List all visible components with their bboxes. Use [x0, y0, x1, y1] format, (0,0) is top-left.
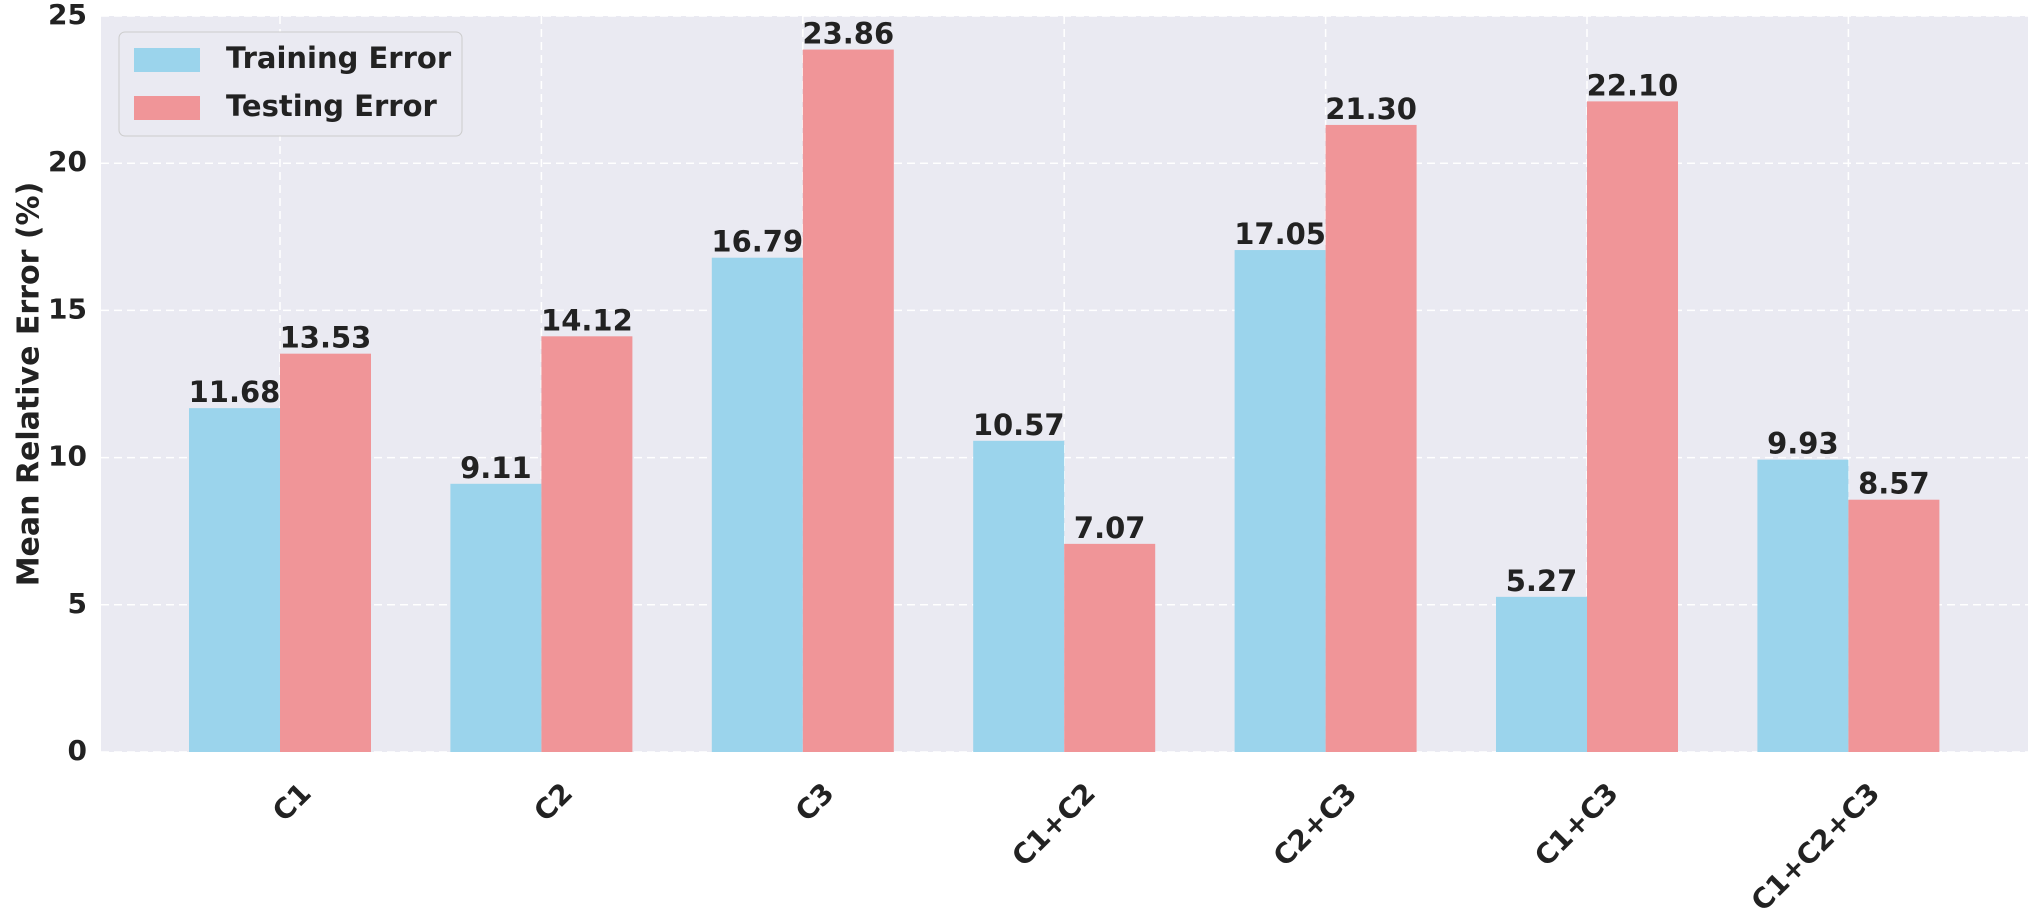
- y-tick-label: 0: [68, 734, 87, 767]
- value-label: 23.86: [802, 17, 894, 51]
- y-tick-label: 5: [68, 587, 87, 620]
- value-label: 22.10: [1587, 68, 1679, 102]
- bar: [541, 336, 633, 752]
- y-tick-label: 15: [48, 292, 87, 325]
- bar: [189, 408, 280, 752]
- value-label: 14.12: [541, 303, 633, 337]
- x-tick-label: C1+C3: [1528, 776, 1625, 873]
- y-tick-label: 25: [48, 0, 87, 31]
- legend-swatch: [134, 96, 200, 120]
- value-label: 9.93: [1767, 427, 1839, 461]
- value-label: 8.57: [1858, 467, 1930, 501]
- value-label: 17.05: [1234, 217, 1326, 251]
- bar: [711, 257, 803, 752]
- value-label: 10.57: [973, 408, 1065, 442]
- legend-swatch: [134, 48, 200, 72]
- legend-label: Testing Error: [226, 89, 438, 123]
- bar: [1848, 499, 1940, 752]
- bar: [1234, 250, 1326, 752]
- bar: [973, 440, 1065, 752]
- value-label: 13.53: [280, 321, 372, 355]
- x-tick-label: C2: [527, 776, 579, 828]
- x-tick-label: C1+C2: [1005, 776, 1102, 873]
- value-label: 9.11: [460, 451, 532, 485]
- bar: [1587, 101, 1678, 753]
- y-axis-label: Mean Relative Error (%): [12, 182, 47, 587]
- bar: [1496, 596, 1587, 752]
- value-label: 7.07: [1074, 511, 1146, 545]
- bar: [280, 353, 371, 752]
- bar: [1325, 124, 1417, 753]
- bar: [450, 483, 542, 752]
- value-label: 21.30: [1325, 92, 1417, 126]
- y-tick-label: 20: [48, 145, 87, 178]
- legend-box: [118, 31, 463, 137]
- x-tick-label: C1+C2+C3: [1745, 776, 1886, 908]
- bar: [1757, 459, 1849, 752]
- bar: [1064, 543, 1156, 752]
- bar: [802, 49, 894, 753]
- x-tick-label: C2+C3: [1267, 776, 1364, 873]
- value-label: 5.27: [1506, 564, 1578, 598]
- legend: Training Error Testing Error: [118, 31, 463, 137]
- legend-label: Training Error: [226, 41, 452, 75]
- y-tick-label: 10: [48, 440, 87, 473]
- x-tick-label: C3: [789, 776, 841, 828]
- x-tick-label: C1: [266, 776, 318, 828]
- value-label: 16.79: [711, 225, 803, 259]
- value-label: 11.68: [189, 375, 281, 409]
